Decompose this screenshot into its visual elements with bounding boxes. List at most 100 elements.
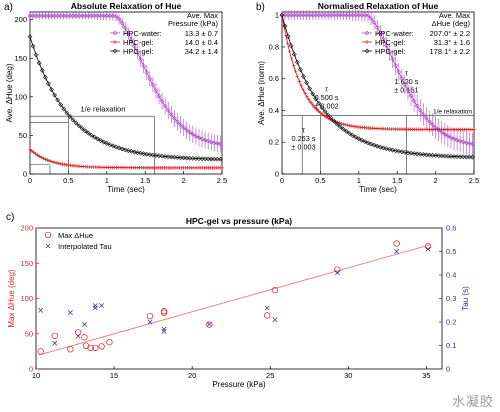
panel-a-marker: [138, 56, 144, 62]
panel-a-marker: [32, 150, 36, 155]
panel-a-marker: [89, 132, 94, 138]
panel-b-x-tick-label: 0: [280, 176, 284, 185]
panel-b-legend-value: 178.1° ± 2.2: [430, 47, 470, 56]
panel-b-marker: [365, 140, 371, 146]
panel-b-marker: [318, 111, 323, 115]
panel-a-marker: [205, 156, 211, 162]
panel-b-marker: [427, 119, 432, 125]
panel-a-x-tick-label: 1: [105, 176, 109, 185]
panel-a-marker: [49, 87, 54, 93]
panel-b-marker: [439, 153, 445, 159]
panel-c-y-right-tick-label: 0.1: [446, 341, 456, 350]
panel-b-marker: [387, 49, 392, 55]
panel-b-marker: [393, 63, 399, 68]
panel-b-marker: [402, 82, 408, 87]
panel-b-marker: [285, 33, 291, 39]
panel-a-marker: [208, 156, 214, 162]
panel-b-tau-label: 0.500 s: [315, 93, 339, 102]
panel-a-marker: [159, 98, 165, 104]
panel-b-marker: [301, 88, 305, 92]
panel-a-marker: [144, 70, 150, 75]
panel-c-y-right-tick-label: 0.2: [446, 318, 456, 327]
panel-b-marker: [396, 148, 402, 154]
panel-b-marker: [312, 105, 317, 110]
panel-c-point-tau: [92, 305, 98, 311]
panel-b-marker: [408, 150, 414, 156]
panel-b-marker: [374, 24, 380, 30]
panel-a-marker: [45, 158, 50, 162]
panel-b-marker: [347, 123, 351, 128]
panel-a-marker: [110, 143, 116, 149]
panel-b-x-label: Time (sec): [359, 185, 397, 194]
panel-a-marker: [70, 117, 76, 123]
panel-b-marker: [417, 151, 423, 157]
panel-b-series-line-2: [281, 15, 475, 158]
panel-a-marker: [28, 147, 32, 152]
panel-b-marker: [365, 13, 371, 19]
panel-b-marker: [445, 133, 451, 139]
panel-b-marker: [408, 93, 414, 99]
panel-b-marker: [324, 115, 328, 119]
panel-a-x-tick-label: 1.5: [140, 176, 150, 185]
panel-a-marker: [119, 20, 125, 26]
panel-b-marker: [347, 131, 353, 136]
panel-b-legend-header: ΔHue (deg): [432, 19, 471, 28]
panel-a-marker: [104, 140, 110, 146]
panel-a-marker: [57, 161, 61, 166]
panel-b-marker: [350, 132, 356, 138]
panel-a-legend-marker: [112, 30, 118, 36]
panel-a-marker: [42, 74, 48, 80]
panel-a-marker: [132, 43, 137, 49]
panel-a-marker: [113, 144, 119, 150]
panel-a-y-tick-label: 150: [14, 54, 27, 63]
panel-b-marker: [433, 153, 439, 158]
panel-b-marker: [322, 109, 328, 114]
panel-a-marker: [36, 60, 42, 66]
panel-a-marker: [199, 136, 205, 142]
panel-a-marker: [171, 115, 177, 121]
panel-a-marker: [46, 81, 51, 87]
panel-c-y-left-tick-label: 200: [20, 224, 33, 233]
panel-c-point-hue: [81, 334, 88, 341]
panel-c-x-tick-label: 30: [344, 371, 352, 380]
panel-c-y-left-tick-label: 100: [20, 294, 33, 303]
panel-c-y-right-label: Tau (s): [461, 286, 470, 311]
panel-b-marker: [390, 56, 396, 62]
panel-b-x-tick-label: 1: [357, 176, 361, 185]
panel-b-x-tick-label: 0.5: [315, 176, 325, 185]
panel-c-point-tau: [161, 326, 167, 332]
panel-b-marker: [436, 153, 442, 159]
panel-a-marker: [138, 150, 144, 156]
panel-b-marker: [295, 74, 300, 79]
panel-b-legend-value: 31.3° ± 1.6: [434, 38, 470, 47]
panel-b-y-tick-label: 0: [275, 170, 279, 179]
panel-b-marker: [343, 122, 348, 127]
panel-a-marker: [37, 154, 42, 159]
panel-c-point-tau: [147, 319, 153, 325]
panel-b-marker: [457, 154, 463, 160]
panel-a-marker: [107, 142, 113, 148]
panel-a-marker: [58, 162, 63, 166]
panel-a-marker: [147, 76, 153, 82]
panel-a-marker: [119, 146, 125, 152]
panel-c-point-tau: [264, 305, 270, 311]
panel-a-marker: [128, 37, 134, 43]
panel-a-marker: [187, 129, 193, 135]
panel-a-marker: [64, 110, 70, 116]
panel-b-marker: [399, 149, 405, 155]
panel-a-marker: [141, 151, 147, 157]
panel-c-point-tau: [67, 310, 73, 316]
panel-a-marker: [141, 63, 147, 69]
panel-c-point-hue: [146, 312, 154, 320]
panel-a-marker: [175, 119, 180, 125]
panel-a-marker: [153, 88, 159, 94]
panel-b-marker: [288, 43, 294, 49]
panel-c-x-tick-label: 15: [110, 371, 118, 380]
panel-b-marker: [420, 112, 426, 117]
panel-b-marker: [368, 141, 374, 147]
panel-a-marker: [211, 156, 217, 162]
panel-b-marker: [368, 16, 374, 21]
panel-a-marker: [53, 160, 57, 165]
panel-a-marker: [51, 160, 55, 164]
panel-b-marker: [399, 76, 405, 81]
